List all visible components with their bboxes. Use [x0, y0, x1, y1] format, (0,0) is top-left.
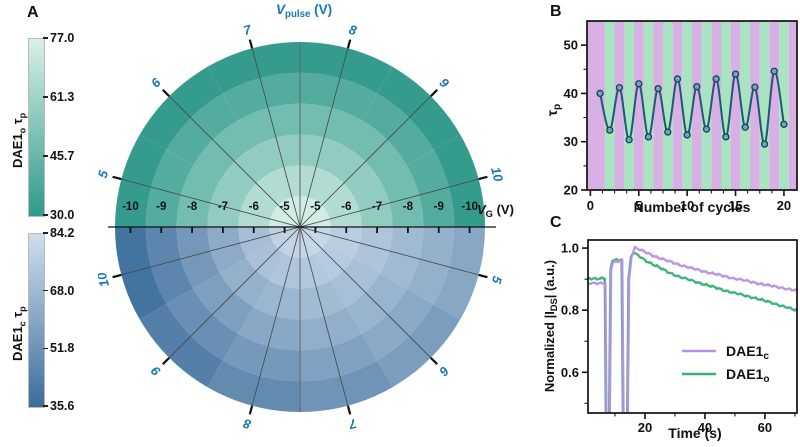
- chart-c-axes: 1.0 0.8 0.6 20 40 60: [561, 241, 796, 435]
- svg-text:-10: -10: [122, 201, 139, 213]
- stripe-background: [587, 21, 797, 190]
- colorbar-tick-label: 45.7: [50, 149, 75, 163]
- svg-text:-9: -9: [434, 201, 444, 213]
- colorbar-dae1c: [28, 233, 45, 408]
- colorbar-tick: [43, 289, 48, 292]
- colorbar-tick: [43, 214, 48, 216]
- decay-line-chart: 1.0 0.8 0.6 20 40 60 Normalized |IDS| (a.u.) Ti…: [542, 239, 798, 441]
- svg-text:40: 40: [564, 86, 578, 101]
- panel-c-label: C: [550, 214, 562, 231]
- colorbar-tick: [43, 405, 48, 407]
- colorbar-tick: [43, 96, 48, 98]
- svg-text:VG (V): VG (V): [477, 202, 514, 219]
- svg-text:-10: -10: [461, 201, 478, 213]
- svg-text:0: 0: [587, 198, 594, 213]
- svg-text:8: 8: [347, 22, 359, 39]
- svg-text:Normalized |IDS| (a.u.): Normalized |IDS| (a.u.): [542, 260, 559, 392]
- svg-text:40: 40: [698, 420, 712, 435]
- chart-c-legend: DAE1c DAE1o: [682, 343, 770, 385]
- svg-text:0.6: 0.6: [561, 365, 579, 380]
- colorbar-tick: [43, 155, 48, 157]
- colorbar-dae1o-title: DAE1o τp: [10, 112, 28, 168]
- svg-text:20: 20: [777, 198, 791, 213]
- svg-text:1.0: 1.0: [561, 241, 579, 256]
- polar-heatmap-chart: -5 -5-6 -6-7 -7-8 -8-9 -9-10 -10 VG (V)567 89105…: [98, 2, 514, 433]
- svg-text:6: 6: [436, 363, 452, 379]
- chart-b-series: [596, 67, 788, 148]
- svg-text:7: 7: [347, 416, 359, 433]
- svg-text:10: 10: [488, 165, 506, 184]
- svg-text:8: 8: [241, 416, 253, 433]
- svg-text:6: 6: [148, 74, 164, 90]
- chart-c-series: [588, 245, 797, 413]
- svg-text:Number of cycles: Number of cycles: [634, 199, 751, 215]
- svg-text:20: 20: [638, 420, 652, 435]
- colorbar-tick-label: 35.6: [50, 399, 75, 413]
- svg-text:5: 5: [635, 198, 642, 213]
- svg-text:30: 30: [564, 134, 578, 149]
- svg-text:0.8: 0.8: [561, 303, 579, 318]
- svg-text:15: 15: [728, 198, 742, 213]
- colorbar-tick: [43, 347, 48, 350]
- colorbar-dae1c-title: DAE1c τp: [10, 306, 28, 361]
- svg-text:20: 20: [564, 183, 578, 198]
- svg-text:-8: -8: [403, 201, 414, 213]
- colorbar-tick-label: 61.3: [50, 90, 75, 104]
- polar-top-half: [115, 42, 485, 227]
- svg-text:9: 9: [147, 363, 163, 379]
- svg-text:5: 5: [489, 274, 506, 286]
- colorbar-tick: [43, 37, 48, 39]
- svg-text:7: 7: [242, 22, 254, 39]
- svg-text:DAE1o: DAE1o: [726, 366, 770, 385]
- svg-text:-6: -6: [249, 201, 259, 213]
- svg-text:DAE1c: DAE1c: [726, 343, 769, 362]
- polar-radial-axis: -5 -5-6 -6-7 -7-8 -8-9 -9-10 -10 VG (V): [108, 201, 514, 233]
- svg-text:10: 10: [98, 270, 112, 289]
- polar-angle-labels: 5 6 7 8 9 10 5 6 7 8 9 10: [98, 22, 506, 433]
- svg-text:Vpulse (V): Vpulse (V): [276, 2, 332, 20]
- svg-text:-7: -7: [218, 201, 228, 213]
- svg-text:-9: -9: [156, 201, 166, 213]
- svg-text:-5: -5: [310, 201, 321, 213]
- colorbar-tick-label: 77.0: [50, 31, 75, 45]
- colorbar-dae1o: [28, 38, 45, 217]
- svg-text:60: 60: [758, 420, 772, 435]
- colorbar-tick-label: 51.8: [50, 341, 75, 356]
- svg-text:-7: -7: [372, 201, 382, 213]
- svg-text:50: 50: [564, 38, 578, 53]
- colorbar-tick-label: 84.2: [50, 226, 75, 240]
- colorbar-tick-label: 68.0: [50, 283, 75, 298]
- colorbar-tick-label: 30.0: [50, 208, 75, 222]
- cycles-line-chart: 20 30 40 50 0 5 10 15 20 τp Number of cycles: [544, 20, 798, 215]
- panel-b-label: B: [550, 3, 562, 20]
- panel-a-label: A: [27, 4, 39, 21]
- svg-text:-6: -6: [341, 201, 351, 213]
- svg-text:τp: τp: [544, 104, 563, 116]
- svg-text:5: 5: [98, 168, 111, 180]
- svg-text:9: 9: [436, 75, 452, 91]
- svg-text:-5: -5: [279, 201, 290, 213]
- svg-text:10: 10: [680, 198, 694, 213]
- svg-text:Time (s): Time (s): [668, 425, 721, 441]
- colorbar-tick: [43, 232, 48, 234]
- chart-b-axes: 20 30 40 50 0 5 10 15 20: [564, 38, 792, 213]
- svg-text:-8: -8: [187, 201, 198, 213]
